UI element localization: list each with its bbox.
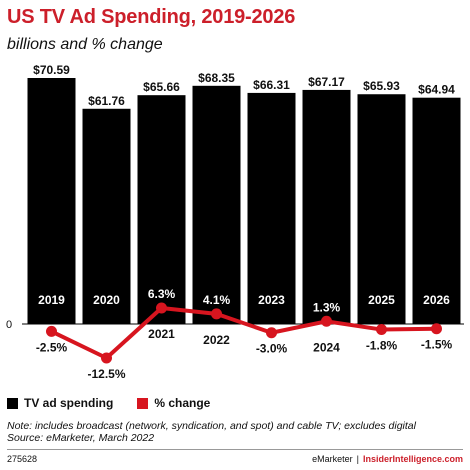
category-label-2019: 2019 xyxy=(38,293,65,307)
brand-emarketer: eMarketer xyxy=(312,454,353,464)
footer-brand: eMarketer | InsiderIntelligence.com xyxy=(312,454,463,464)
category-label-2024: 2024 xyxy=(313,340,340,354)
legend-item-line: % change xyxy=(137,396,210,410)
bar-2023 xyxy=(247,92,296,324)
legend-label-bars: TV ad spending xyxy=(24,396,114,410)
chart-title: US TV Ad Spending, 2019-2026 xyxy=(7,6,296,28)
combo-chart: $70.59 $61.76 $65.66 $68.35 $66.31 $67.17 $65.… xyxy=(6,63,464,381)
line-point-2024 xyxy=(321,315,332,327)
percent-change-line xyxy=(50,306,437,360)
bar-2025 xyxy=(357,94,406,325)
chart-note: Note: includes broadcast (network, syndi… xyxy=(7,420,463,444)
bar-value-label-2022: $68.35 xyxy=(198,71,235,85)
brand-separator: | xyxy=(356,454,359,464)
chart-area: $70.59 $61.76 $65.66 $68.35 $66.31 $67.17 $65.… xyxy=(0,58,470,388)
bar-2022 xyxy=(192,85,241,324)
category-label-2023: 2023 xyxy=(258,293,285,307)
zero-tick-label: 0 xyxy=(6,319,12,331)
line-point-2020 xyxy=(101,352,112,364)
bar-value-label-2026: $64.94 xyxy=(418,83,455,97)
category-label-2020: 2020 xyxy=(93,293,120,307)
line-value-label-2020: -12.5% xyxy=(87,367,125,381)
chart-subtitle: billions and % change xyxy=(7,36,163,53)
bar-2019 xyxy=(27,78,76,324)
bar-value-label-2021: $65.66 xyxy=(143,80,180,94)
line-point-2023 xyxy=(266,327,277,339)
line-value-label-2024: 1.3% xyxy=(313,300,341,314)
category-label-2025: 2025 xyxy=(368,293,395,307)
legend-label-line: % change xyxy=(154,396,211,410)
bar-value-label-2025: $65.93 xyxy=(363,79,400,93)
line-value-label-2019: -2.5% xyxy=(36,340,68,354)
bar-value-label-2023: $66.31 xyxy=(253,78,290,92)
legend-item-bars: TV ad spending xyxy=(7,396,113,410)
line-value-label-2026: -1.5% xyxy=(421,338,453,352)
bar-value-label-2020: $61.76 xyxy=(88,94,125,108)
category-label-2021: 2021 xyxy=(148,327,175,341)
note-text: Note: includes broadcast (network, syndi… xyxy=(7,420,416,432)
line-point-2021 xyxy=(156,302,167,314)
bar-value-label-2019: $70.59 xyxy=(33,63,70,77)
chart-legend: TV ad spending % change xyxy=(7,396,210,410)
line-value-label-2025: -1.8% xyxy=(366,339,398,353)
source-text: Source: eMarketer, March 2022 xyxy=(7,432,155,444)
bar-value-label-2024: $67.17 xyxy=(308,75,345,89)
line-point-2025 xyxy=(376,324,387,336)
line-point-2022 xyxy=(211,308,222,320)
category-label-2026: 2026 xyxy=(423,293,450,307)
bar-2024 xyxy=(302,89,351,325)
legend-swatch-bars xyxy=(7,397,18,409)
line-value-label-2023: -3.0% xyxy=(256,342,288,356)
line-point-2026 xyxy=(431,323,442,335)
bar-2021 xyxy=(137,95,186,324)
legend-swatch-line xyxy=(137,397,149,409)
bar-2020 xyxy=(82,108,131,324)
line-point-2019 xyxy=(46,325,57,337)
category-label-2022: 2022 xyxy=(203,333,230,347)
footer-divider xyxy=(7,449,463,450)
line-value-label-2022: 4.1% xyxy=(203,293,231,307)
chart-id: 275628 xyxy=(7,454,38,464)
line-value-label-2021: 6.3% xyxy=(148,287,176,301)
brand-insider-intelligence: InsiderIntelligence.com xyxy=(362,454,463,464)
bar-2026 xyxy=(412,97,461,324)
